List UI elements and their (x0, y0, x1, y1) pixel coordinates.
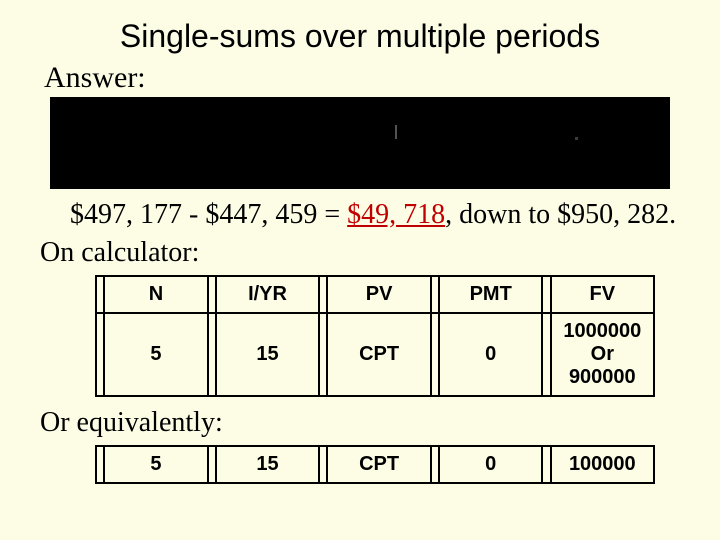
col-iyr: I/YR (216, 276, 319, 313)
cell-n: 5 (104, 446, 207, 483)
table-row: 5 15 CPT 0 1000000Or900000 (96, 313, 654, 396)
artifact (575, 137, 578, 140)
cell-n: 5 (104, 313, 207, 396)
cell-pv: CPT (327, 446, 430, 483)
cell-pv: CPT (327, 313, 430, 396)
cell-fv: 100000 (551, 446, 654, 483)
artifact (395, 125, 397, 139)
calc-part2: , down to $950, 282. (445, 199, 676, 230)
col-pv: PV (327, 276, 430, 313)
answer-label: Answer: (44, 61, 680, 95)
table-row: 5 15 CPT 0 100000 (96, 446, 654, 483)
calc-result-line: $497, 177 - $447, 459 = $49, 718, down t… (70, 199, 680, 231)
cell-iyr: 15 (216, 313, 319, 396)
col-pmt: PMT (439, 276, 542, 313)
cell-pmt: 0 (439, 446, 542, 483)
calc-highlight: $49, 718 (347, 199, 445, 230)
col-fv: FV (551, 276, 654, 313)
calculator-table-1: N I/YR PV PMT FV 5 15 CPT 0 1000000Or900… (95, 275, 655, 397)
redacted-block (50, 97, 670, 189)
calc-part1: $497, 177 - $447, 459 = (70, 199, 347, 230)
slide: Single-sums over multiple periods Answer… (0, 0, 720, 540)
calculator-table-2: 5 15 CPT 0 100000 (95, 445, 655, 484)
page-title: Single-sums over multiple periods (40, 18, 680, 55)
on-calculator-label: On calculator: (40, 237, 680, 269)
table-header-row: N I/YR PV PMT FV (96, 276, 654, 313)
col-n: N (104, 276, 207, 313)
or-equivalently-label: Or equivalently: (40, 407, 680, 439)
cell-iyr: 15 (216, 446, 319, 483)
cell-pmt: 0 (439, 313, 542, 396)
cell-fv: 1000000Or900000 (551, 313, 654, 396)
